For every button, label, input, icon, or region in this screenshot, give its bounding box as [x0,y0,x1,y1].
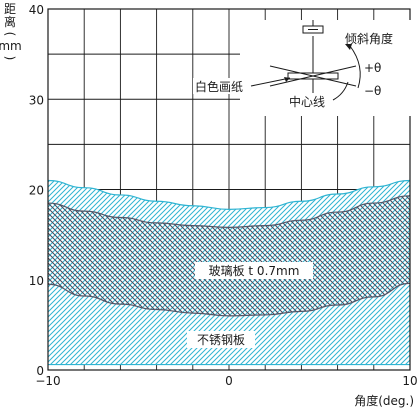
band-glass-lower-edge [47,282,411,317]
tilt-line-minus [269,65,357,87]
tilt-angle-arc [349,45,361,89]
leader-white-paper [250,77,291,87]
setup-diagram: 倾斜角度 +θ −θ 白色画纸 中心线 [193,20,412,116]
band-glass-fill [48,195,410,316]
tilt-angle-arrow [345,44,352,50]
label-center-line: 中心线 [289,94,325,109]
label-white-paper: 白色画纸 [195,79,243,94]
y-axis-label-part: 距 [4,2,16,16]
leader-white-paper-arrow [284,77,290,82]
band-glass-upper-edge [47,195,411,229]
label-bg-white-paper [193,78,251,94]
x-tick-label: 0 [225,374,233,388]
x-tick-label: 10 [402,374,417,388]
y-axis-label-part: 离 [4,14,16,29]
label-tilt-angle: 倾斜角度 [345,31,393,46]
y-axis-label-part: ) [3,56,17,61]
region-label-steel: 不锈钢板 [197,333,245,347]
y-axis-label-part: ( [3,32,17,37]
plot-border [47,8,411,371]
y-axis-label-part: mm [0,39,22,53]
label-minus-theta: −θ [364,84,381,98]
y-tick-label: 40 [29,3,44,17]
band-stainless-steel-upper-edge [47,179,411,210]
y-tick-label: 30 [29,93,44,107]
y-tick-label: 10 [29,274,44,288]
leader-center-line [332,81,349,101]
x-tick-label: −10 [35,374,60,388]
region-label-bg-glass [195,262,313,279]
y-tick-label: 20 [29,184,44,198]
plot-frame [47,8,411,371]
label-plus-theta: +θ [364,61,381,75]
x-axis-label: 角度(deg.) [354,393,414,408]
y-tick-label: 0 [36,364,44,378]
label-bg-center-line [287,93,333,109]
region-label-glass: 玻璃板 t 0.7mm [209,264,300,278]
region-label-bg-steel [187,331,255,348]
y-axis-label: 距离 ( mm) [0,2,22,60]
